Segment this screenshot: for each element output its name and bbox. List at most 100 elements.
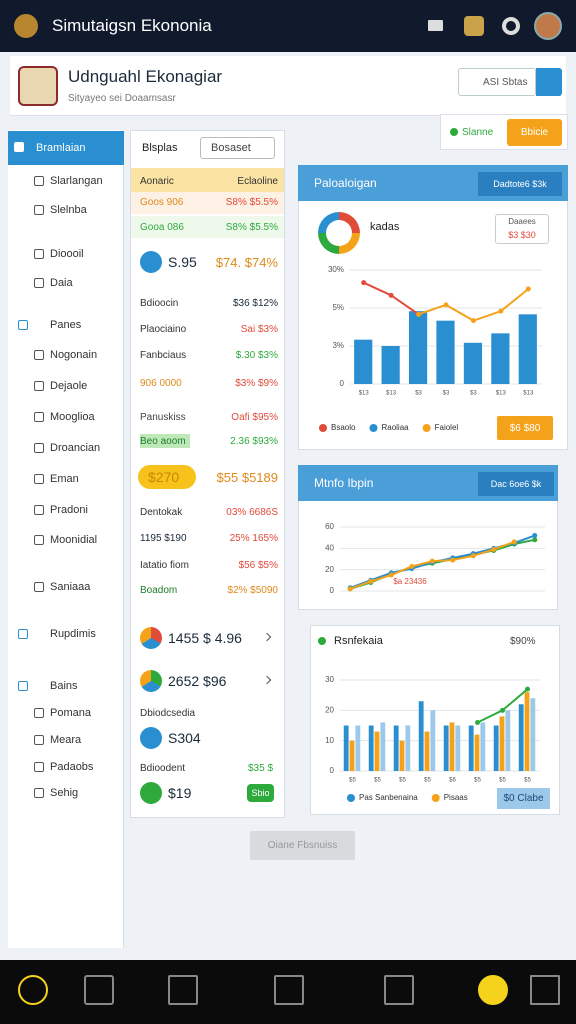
sidebar-icon [34, 708, 44, 718]
sidebar-item[interactable]: Dioooil [50, 248, 84, 260]
toggle-dot [450, 128, 458, 136]
row-label[interactable]: Dentokak [140, 506, 183, 518]
row-label[interactable]: $19 [168, 785, 192, 801]
pill [138, 465, 196, 489]
row-icon [140, 670, 162, 692]
footer-button[interactable]: Oiane Fbsnuiss [250, 831, 355, 860]
sidebar-item[interactable]: Eman [50, 473, 79, 485]
sidebar-item[interactable]: Daia [50, 277, 73, 289]
row-label[interactable]: 906 0000 [140, 377, 182, 389]
sidebar-item[interactable]: Pradoni [50, 504, 88, 516]
sidebar-item[interactable]: Padaobs [50, 761, 94, 773]
sidebar-item[interactable]: Sehig [50, 787, 79, 799]
row-label[interactable]: Fanbciaus [140, 349, 187, 361]
nav-button[interactable] [18, 975, 48, 1005]
sidebar-icon [34, 582, 44, 592]
tools-icon[interactable] [464, 16, 484, 36]
row-label[interactable]: 1455 $ 4.96 [168, 630, 242, 646]
sidebar-item[interactable]: Moonidial [50, 534, 98, 546]
chart-card [298, 165, 568, 450]
search-box[interactable]: ASI Sbtas [458, 68, 536, 96]
nav-button[interactable] [84, 975, 114, 1005]
sidebar-icon [34, 350, 44, 360]
row-label[interactable]: Plaociaino [140, 323, 187, 335]
row-label[interactable]: Bdioocin [140, 297, 179, 309]
row-value: $56 $5% [238, 559, 278, 571]
sidebar-item[interactable]: Panes [50, 319, 82, 331]
legend-button[interactable]: $0 Clabe [497, 788, 550, 809]
header-button[interactable]: Bbicie [507, 119, 562, 146]
sidebar-icon [34, 762, 44, 772]
row-value: S8% $5.5% [225, 196, 278, 208]
sidebar-icon [34, 249, 44, 259]
sidebar-item[interactable]: Mooglioa [50, 411, 95, 423]
inner-title: kadas [370, 221, 400, 233]
sidebar-item[interactable]: Slelnba [50, 204, 87, 216]
sidebar-icon [34, 412, 44, 422]
settings-icon[interactable] [502, 17, 520, 35]
chart-button[interactable]: Dadtote6 $3k [478, 172, 562, 196]
row-label[interactable]: 2652 $96 [168, 673, 227, 689]
chart-title: Rsnfekaia [334, 635, 383, 647]
nav-button[interactable] [478, 975, 508, 1005]
badge [495, 214, 549, 244]
row-badge[interactable]: Sbio [247, 784, 274, 802]
sidebar-icon [18, 320, 28, 330]
sidebar-item[interactable]: Slarlangan [50, 175, 103, 187]
sidebar-active[interactable]: Bramlaian [8, 131, 124, 165]
nav-button[interactable] [530, 975, 560, 1005]
row-label[interactable]: S304 [168, 730, 201, 746]
sidebar-item[interactable]: Pomana [50, 707, 91, 719]
row-icon [140, 627, 162, 649]
sidebar-icon [34, 788, 44, 798]
nav-button[interactable] [274, 975, 304, 1005]
row-label[interactable]: Panuskiss [140, 411, 186, 423]
row-value: 03% 6686S [226, 506, 278, 518]
toggle-label[interactable]: Slanne [462, 126, 494, 138]
row-bg [131, 168, 284, 192]
tab[interactable]: Blsplas [142, 142, 178, 154]
nav-button[interactable] [384, 975, 414, 1005]
row-label[interactable]: Beo aoom [140, 435, 186, 447]
badge-value: $3 $30 [508, 230, 536, 240]
sidebar-item[interactable]: Dejaole [50, 380, 88, 392]
chart-button[interactable]: Dac 6oe6 $k [478, 472, 554, 496]
row-icon [140, 251, 162, 273]
avatar[interactable] [534, 12, 562, 40]
sidebar-item[interactable]: Bains [50, 680, 78, 692]
row-value: $3% $9% [235, 377, 278, 389]
row-value: 2.36 $93% [230, 435, 278, 447]
row-label[interactable]: 1195 $190 [140, 532, 187, 544]
sidebar-item[interactable]: Nogonain [50, 349, 98, 361]
sidebar-active-icon [14, 142, 24, 152]
row-label[interactable]: $270 [148, 469, 180, 485]
tab-select[interactable]: Bosaset [200, 137, 275, 159]
row-label[interactable]: Goos 906 [140, 196, 184, 208]
row-value: Sai $3% [240, 323, 278, 335]
chart-card [310, 625, 560, 815]
sidebar-icon [34, 381, 44, 391]
row-icon [140, 782, 162, 804]
row-value: $36 $12% [232, 297, 278, 309]
sidebar-item[interactable]: Meara [50, 734, 82, 746]
sidebar-item[interactable]: Saniaaa [50, 581, 91, 593]
sidebar-icon [34, 505, 44, 515]
sidebar-icon [34, 535, 44, 545]
row-label[interactable]: S.95 [168, 254, 197, 270]
row-label[interactable]: Gooa 086 [140, 221, 184, 233]
sidebar-icon [34, 205, 44, 215]
header-logo [18, 66, 58, 106]
dropdown[interactable]: $90% [510, 635, 536, 647]
nav-button[interactable] [168, 975, 198, 1005]
sidebar-item[interactable]: Rupdimis [50, 628, 96, 640]
row-label[interactable]: Boadom [140, 584, 178, 596]
mail-icon[interactable] [428, 20, 443, 31]
search-button[interactable] [536, 68, 562, 96]
sidebar-item[interactable]: Droancian [50, 442, 101, 454]
row-label[interactable]: Aonaric [140, 175, 174, 187]
logo [14, 14, 38, 38]
row-bg [131, 216, 284, 238]
legend-button[interactable]: $6 $80 [497, 416, 553, 440]
sidebar-icon [34, 278, 44, 288]
row-label[interactable]: Iatatio fiom [140, 559, 189, 571]
